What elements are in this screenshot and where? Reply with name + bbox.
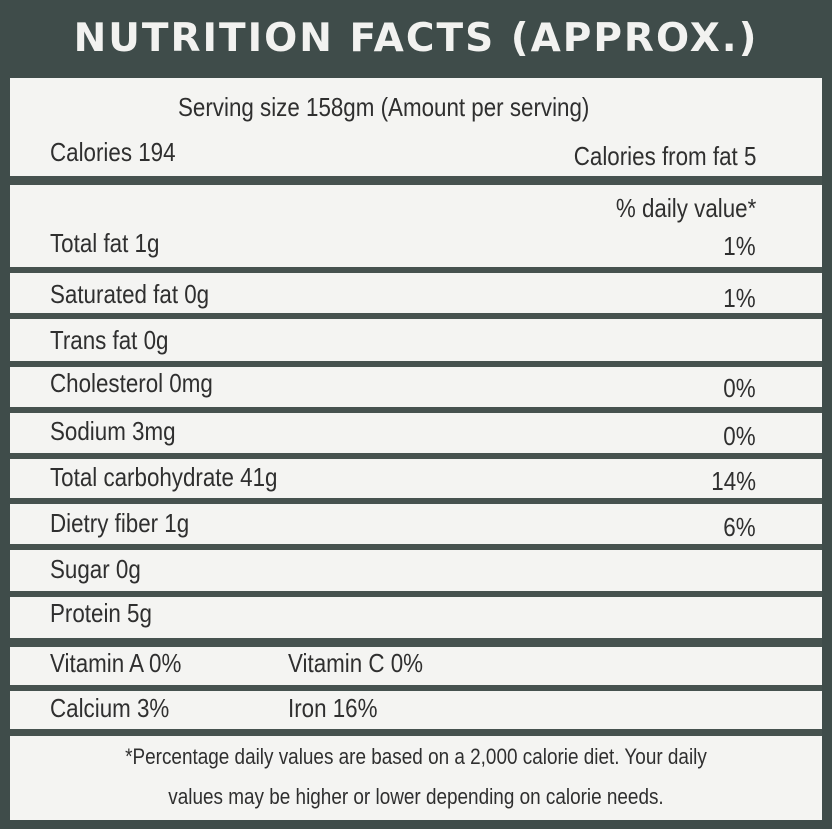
row-daily-value: 0% <box>723 421 756 451</box>
row-label: Total fat 1g <box>50 228 160 258</box>
header-bar: NUTRITION FACTS (APPROX.) <box>0 0 832 76</box>
divider <box>10 407 822 413</box>
row-label: Sodium 3mg <box>50 416 176 446</box>
nutrition-table: Serving size 158gm (Amount per serving) … <box>10 78 822 820</box>
calcium: Calcium 3% <box>50 693 170 723</box>
row-daily-value: 6% <box>723 512 756 542</box>
divider <box>10 453 822 459</box>
divider <box>10 313 822 319</box>
divider <box>10 176 822 185</box>
vitamin-a: Vitamin A 0% <box>50 648 182 678</box>
footnote-line: values may be higher or lower depending … <box>168 784 664 809</box>
divider <box>10 498 822 504</box>
row-label: Trans fat 0g <box>50 325 169 355</box>
divider <box>10 544 822 550</box>
divider <box>10 638 822 647</box>
row-label: Dietry fiber 1g <box>50 508 190 538</box>
calories: Calories 194 <box>50 137 176 167</box>
row-daily-value: 14% <box>711 466 756 496</box>
divider <box>10 267 822 273</box>
serving-size: Serving size 158gm (Amount per serving) <box>178 92 590 122</box>
divider <box>10 729 822 736</box>
daily-value-header: % daily value* <box>615 193 756 223</box>
row-label: Saturated fat 0g <box>50 279 210 309</box>
divider <box>10 591 822 597</box>
divider <box>10 685 822 691</box>
row-label: Protein 5g <box>50 598 152 628</box>
divider <box>10 361 822 367</box>
iron: Iron 16% <box>288 693 378 723</box>
row-daily-value: 1% <box>723 283 756 313</box>
row-label: Cholesterol 0mg <box>50 368 213 398</box>
row-daily-value: 0% <box>723 373 756 403</box>
calories-from-fat: Calories from fat 5 <box>573 141 756 171</box>
footnote-line: *Percentage daily values are based on a … <box>125 744 707 769</box>
row-daily-value: 1% <box>723 231 756 261</box>
row-label: Total carbohydrate 41g <box>50 462 278 492</box>
page-title: NUTRITION FACTS (APPROX.) <box>73 15 759 61</box>
vitamin-c: Vitamin C 0% <box>288 648 424 678</box>
row-label: Sugar 0g <box>50 554 141 584</box>
